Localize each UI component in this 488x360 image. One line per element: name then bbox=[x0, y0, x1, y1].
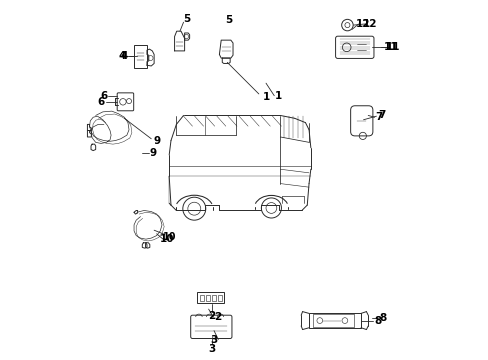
Text: 10: 10 bbox=[160, 234, 174, 244]
Text: 4: 4 bbox=[121, 51, 128, 61]
Bar bbox=[218, 295, 222, 301]
Bar bbox=[211, 295, 216, 301]
Text: 12: 12 bbox=[355, 19, 369, 29]
Bar bbox=[308, 314, 360, 328]
Text: 3: 3 bbox=[210, 334, 217, 345]
Text: 11: 11 bbox=[384, 42, 398, 52]
Text: 6: 6 bbox=[100, 91, 107, 101]
Text: 12: 12 bbox=[362, 19, 377, 29]
Text: 1: 1 bbox=[274, 91, 282, 101]
Bar bbox=[197, 292, 224, 303]
Text: 4: 4 bbox=[118, 51, 125, 61]
Text: 10: 10 bbox=[163, 232, 176, 242]
Text: 5: 5 bbox=[224, 15, 231, 26]
Text: 11: 11 bbox=[386, 42, 400, 52]
Text: 1: 1 bbox=[263, 92, 270, 102]
Text: 8: 8 bbox=[378, 313, 386, 323]
Text: 9: 9 bbox=[149, 148, 156, 158]
Bar bbox=[199, 295, 203, 301]
Text: 3: 3 bbox=[207, 343, 215, 354]
Text: 6: 6 bbox=[97, 97, 104, 107]
Bar bbox=[205, 295, 210, 301]
Text: 9: 9 bbox=[153, 136, 160, 146]
Text: 8: 8 bbox=[373, 316, 381, 325]
Text: 7: 7 bbox=[374, 112, 382, 122]
Text: 2: 2 bbox=[207, 311, 215, 321]
Text: 5: 5 bbox=[183, 14, 190, 24]
Text: 7: 7 bbox=[377, 111, 385, 121]
Text: 2: 2 bbox=[214, 312, 221, 322]
